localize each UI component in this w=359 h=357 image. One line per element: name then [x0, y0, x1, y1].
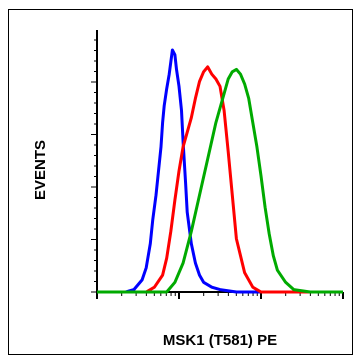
series-group [97, 48, 343, 294]
axes [91, 30, 344, 299]
x-axis-label: MSK1 (T581) PE [163, 332, 277, 349]
chart-frame [8, 9, 353, 355]
series-line-3 [97, 67, 343, 294]
series-line-1 [97, 48, 261, 294]
y-axis-label: EVENTS [32, 140, 49, 200]
series-line-2 [97, 65, 343, 294]
